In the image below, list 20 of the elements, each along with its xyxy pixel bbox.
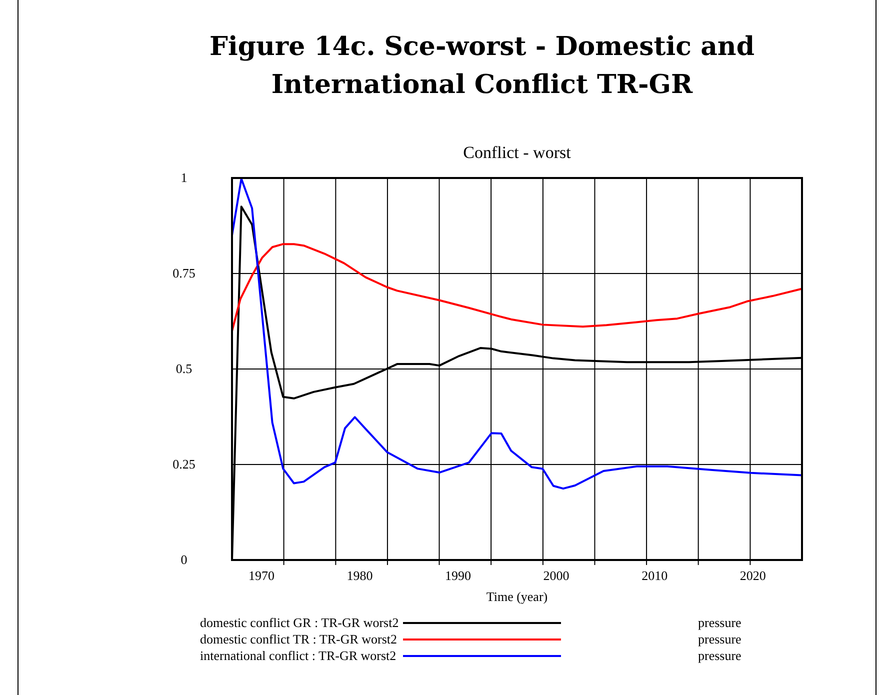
y-tick-label: 0.75 <box>172 266 196 280</box>
x-tick-label: 1990 <box>445 568 472 583</box>
y-tick-label: 0.5 <box>176 361 192 376</box>
x-tick-label: 2000 <box>543 568 570 583</box>
y-tick-label: 1 <box>180 170 188 185</box>
chart-title: Figure 14c. Sce-worst - Domestic and International Conflict TR-GR <box>209 32 755 100</box>
text: pressure <box>698 632 742 646</box>
x-tick-label: 2010 <box>642 568 668 583</box>
chart-subtitle: Conflict - worst <box>463 143 572 162</box>
text: pressure <box>698 615 742 630</box>
text: pressure <box>698 648 742 663</box>
legend-label: domestic conflict GR : TR-GR worst2 <box>200 615 399 630</box>
y-tick-label: 0 <box>180 552 188 567</box>
x-axis-title: Time (year) <box>486 589 548 604</box>
x-tick-label: 1980 <box>346 568 373 583</box>
legend-label: international conflict : TR-GR worst2 <box>200 648 396 663</box>
y-tick-label: 0.25 <box>172 456 196 472</box>
x-tick-label: 1970 <box>248 568 274 583</box>
legend-label: domestic conflict TR : TR-GR worst2 <box>200 632 398 646</box>
x-tick-label: 2020 <box>740 568 766 583</box>
